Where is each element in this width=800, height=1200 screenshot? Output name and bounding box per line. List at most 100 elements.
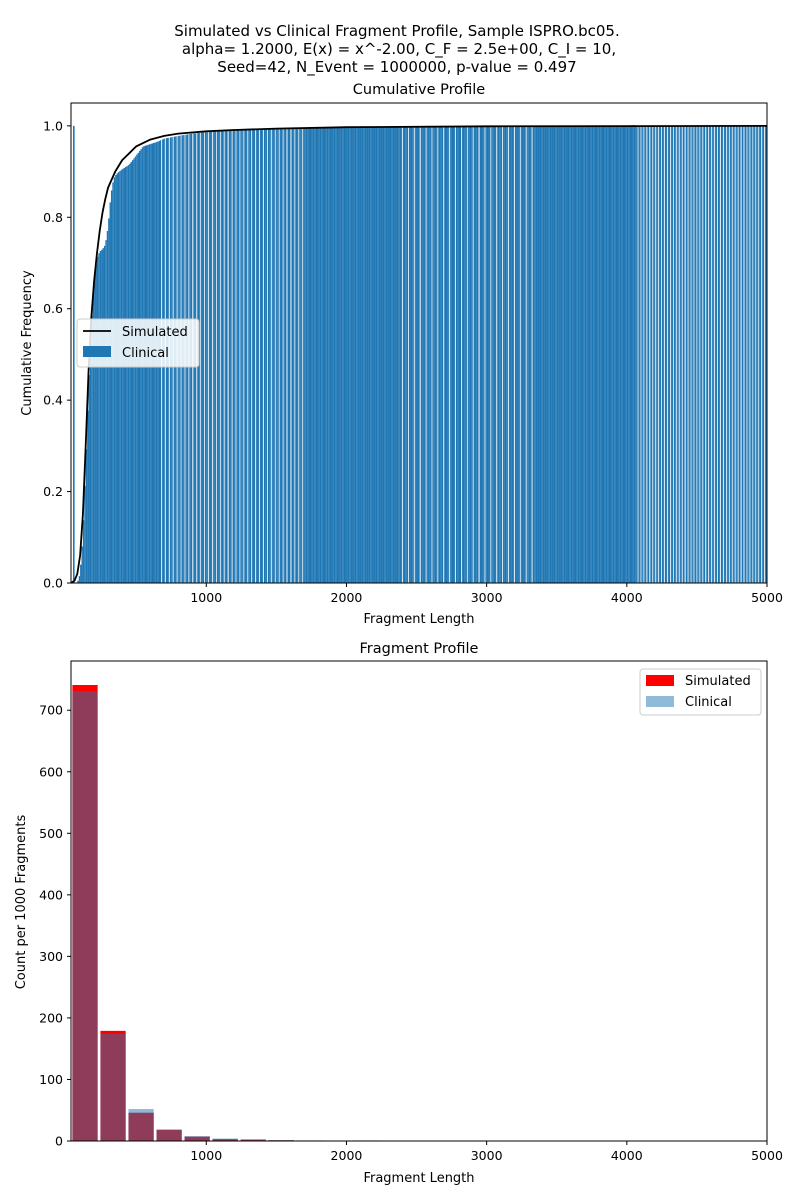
clinical-cumulative-bar: [244, 130, 246, 584]
clinical-cumulative-bar: [110, 190, 113, 583]
clinical-cumulative-bar: [667, 126, 669, 583]
clinical-cumulative-bar: [101, 249, 103, 583]
clinical-bar: [72, 691, 98, 1141]
clinical-cumulative-bar: [260, 129, 263, 583]
fragment-y-ticks: 0 100 200 300 400 500 600 700: [39, 703, 71, 1149]
clinical-cumulative-bar: [527, 126, 529, 584]
clinical-cumulative-bar: [203, 132, 205, 583]
cumulative-x-tick-label: 2000: [331, 590, 363, 605]
clinical-cumulative-bar: [556, 126, 559, 584]
clinical-cumulative-bar: [493, 126, 496, 584]
clinical-cumulative-bar: [328, 128, 330, 583]
cumulative-legend-clinical-label: Clinical: [122, 346, 169, 361]
clinical-cumulative-bar: [259, 129, 261, 583]
fragment-legend: Simulated Clinical: [639, 668, 762, 716]
clinical-cumulative-bar: [500, 126, 503, 584]
clinical-cumulative-bar: [88, 375, 90, 583]
clinical-cumulative-bar: [474, 126, 476, 583]
clinical-cumulative-bar: [513, 126, 515, 584]
clinical-cumulative-bar: [614, 126, 616, 584]
cumulative-y-tick-label: 0.6: [43, 301, 63, 316]
clinical-cumulative-bar: [738, 125, 741, 583]
clinical-cumulative-bar: [305, 128, 308, 584]
clinical-cumulative-bar: [605, 126, 608, 584]
clinical-cumulative-bar: [741, 125, 744, 584]
clinical-cumulative-bar: [374, 127, 376, 584]
clinical-cumulative-bar: [423, 126, 425, 584]
clinical-cumulative-bar: [647, 126, 650, 583]
clinical-cumulative-bar: [377, 127, 379, 583]
fragment-x-tick-label: 1000: [190, 1148, 222, 1163]
clinical-cumulative-bar: [221, 131, 224, 583]
figure-title-line-2: alpha= 1.2000, E(x) = x^-2.00, C_F = 2.5…: [182, 40, 616, 59]
simulated-bars: [72, 685, 435, 1141]
cumulative-legend-simulated-label: Simulated: [122, 325, 188, 340]
clinical-cumulative-bar: [545, 126, 547, 584]
fragment-x-axis-label: Fragment Length: [363, 1171, 474, 1186]
clinical-cumulative-bar: [123, 167, 125, 583]
clinical-cumulative-bar: [213, 131, 215, 584]
clinical-cumulative-bar: [380, 127, 382, 583]
clinical-cumulative-bar: [389, 127, 392, 583]
clinical-cumulative-bar: [597, 126, 599, 584]
clinical-cumulative-bar: [354, 127, 357, 583]
clinical-cumulative-bar: [751, 125, 753, 583]
clinical-cumulative-bar: [450, 126, 452, 584]
clinical-cumulative-bar: [80, 564, 82, 583]
clinical-cumulative-bar: [715, 126, 717, 584]
clinical-cumulative-bar: [709, 126, 711, 583]
clinical-cumulative-bar: [255, 129, 257, 583]
clinical-cumulative-bar: [731, 125, 734, 583]
clinical-cumulative-bar: [460, 126, 462, 583]
cumulative-x-tick-label: 3000: [471, 590, 503, 605]
clinical-cumulative-bar: [458, 126, 461, 584]
fragment-legend-clinical-label: Clinical: [685, 695, 732, 710]
clinical-cumulative-bar: [759, 125, 762, 583]
clinical-cumulative-bar: [239, 130, 242, 584]
clinical-cumulative-bar: [329, 128, 332, 583]
clinical-cumulative-bar: [541, 126, 543, 584]
clinical-cumulative-bar: [733, 125, 735, 583]
clinical-cumulative-bar: [238, 130, 240, 584]
cumulative-chart-title: Cumulative Profile: [353, 82, 486, 98]
clinical-cumulative-bar: [113, 177, 116, 584]
cumulative-profile-chart: Cumulative Profile 1000 2000 3000 4000 5000 0…: [20, 82, 783, 627]
clinical-cumulative-bar: [317, 128, 319, 584]
clinical-cumulative-bar: [300, 128, 302, 583]
clinical-cumulative-bar: [403, 126, 406, 584]
clinical-cumulative-bar: [434, 126, 437, 583]
fragment-plot-area: 1000 2000 3000 4000 5000 0 100 200 300 400 500 600 7…: [39, 660, 783, 1163]
clinical-cumulative-bar: [360, 127, 362, 583]
clinical-cumulative-bar: [237, 130, 239, 584]
clinical-cumulative-bar: [388, 127, 390, 584]
clinical-cumulative-bar: [525, 126, 528, 584]
clinical-cumulative-bar: [580, 126, 582, 584]
clinical-cumulative-bar: [408, 126, 410, 583]
clinical-cumulative-bar: [301, 128, 303, 583]
fragment-y-tick-label: 400: [39, 887, 63, 902]
clinical-cumulative-bar: [528, 126, 531, 584]
clinical-cumulative-bar: [332, 127, 334, 583]
clinical-cumulative-bar: [643, 126, 646, 583]
clinical-cumulative-bar: [485, 126, 487, 584]
clinical-cumulative-bar: [481, 126, 483, 583]
clinical-cumulative-bar: [546, 126, 549, 584]
cumulative-axes-frame: [70, 102, 768, 584]
clinical-cumulative-bar: [326, 128, 329, 583]
clinical-cumulative-bar: [722, 126, 724, 583]
clinical-cumulative-bar: [489, 126, 491, 584]
clinical-cumulative-bar: [103, 245, 106, 583]
clinical-cumulative-bar: [298, 128, 301, 584]
clinical-cumulative-bar: [548, 126, 550, 584]
clinical-cumulative-bar: [116, 173, 118, 584]
clinical-cumulative-bar: [588, 126, 591, 584]
clinical-cumulative-bar: [117, 172, 120, 583]
clinical-cumulative-bar: [444, 126, 446, 584]
clinical-cumulative-bar: [602, 126, 605, 584]
clinical-cumulative-bar: [438, 126, 441, 583]
clinical-cumulative-bar: [230, 130, 232, 583]
clinical-cumulative-bar: [333, 127, 336, 583]
fragment-profile-chart: Fragment Profile 1000 2000 3000 4000 5000010…: [14, 641, 783, 1186]
clinical-cumulative-bar: [338, 127, 340, 583]
clinical-cumulative-bar: [457, 126, 459, 584]
